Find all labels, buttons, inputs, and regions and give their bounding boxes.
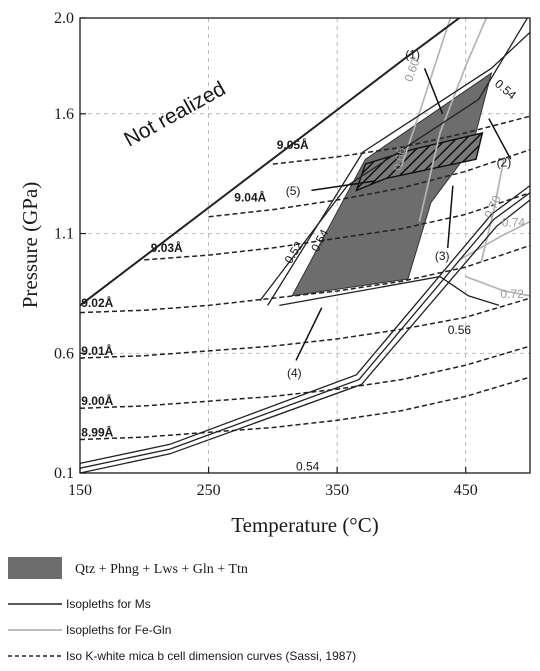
bcell-label: 8.99Å xyxy=(81,424,113,439)
y-axis-title: Pressure (GPa) xyxy=(18,182,42,309)
legend-item-fegln: Isopleths for Fe-Gln xyxy=(66,623,171,637)
x-tick-label: 150 xyxy=(68,482,92,499)
annotation-label: (1) xyxy=(405,48,420,62)
bcell-label: 9.03Å xyxy=(151,240,183,255)
not-realized-label: Not realized xyxy=(120,77,229,151)
axis-ticks: 150 250 350 450 0.1 0.6 1.1 1.6 2.0 xyxy=(54,10,478,499)
hatched-field xyxy=(355,131,484,192)
annotation-arrow xyxy=(295,307,323,361)
annotation-label: (5) xyxy=(286,184,301,198)
ms-isopleth-0 xyxy=(80,185,530,465)
x-axis-title: Temperature (°C) xyxy=(231,513,378,537)
annotation-arrow xyxy=(446,185,454,248)
x-tick-label: 350 xyxy=(325,482,349,499)
y-tick-label: 2.0 xyxy=(54,10,74,27)
bcell-curve-2 xyxy=(144,192,530,261)
fegln-isopleth-4 xyxy=(458,220,530,261)
bcell-label: 9.02Å xyxy=(81,295,113,310)
x-tick-label: 250 xyxy=(197,482,221,499)
legend-fill-swatch xyxy=(8,557,62,579)
legend-item-field: Qtz + Phng + Lws + Gln + Ttn xyxy=(75,562,248,577)
x-tick-label: 450 xyxy=(454,482,478,499)
bcell-label: 9.01Å xyxy=(81,343,113,358)
legend-item-bcell: Iso K-white mica b cell dimension curves… xyxy=(66,649,356,663)
y-tick-label: 0.1 xyxy=(54,465,74,482)
annotation-arrow xyxy=(423,68,444,115)
bcell-label: 9.00Å xyxy=(81,393,113,408)
bcell-label: 9.04Å xyxy=(234,190,266,205)
bcell-curve-0 xyxy=(272,115,530,165)
ms-isopleth-5 xyxy=(279,275,500,307)
fegln-isopleth-0 xyxy=(400,18,452,167)
bcell-label: 9.05Å xyxy=(277,137,309,152)
fegln-isopleth-label: 0.66 xyxy=(391,146,409,172)
fegln-isopleth-3 xyxy=(465,275,530,297)
fegln-isopleth-label: 0.74 xyxy=(502,215,526,229)
annotation-arrow xyxy=(488,118,512,160)
legend: Qtz + Phng + Lws + Gln + Ttn Isopleths f… xyxy=(8,557,356,663)
ms-isopleth-label: 0.54 xyxy=(492,77,519,103)
ms-isopleth-label: 0.52 xyxy=(282,239,306,267)
annotation-arrow xyxy=(311,180,376,192)
plot-frame xyxy=(79,17,531,474)
ms-isopleth-4 xyxy=(259,18,528,301)
y-tick-label: 0.6 xyxy=(54,345,74,362)
fegln-isopleth-label: 0.72 xyxy=(500,287,524,301)
fegln-isopleth-1 xyxy=(418,18,488,222)
ms-isopleth-2 xyxy=(80,199,530,473)
not-realized-boundary xyxy=(80,18,460,307)
annotation-label: (2) xyxy=(497,155,512,169)
legend-item-ms: Isopleths for Ms xyxy=(66,597,151,611)
ms-isopleth-1 xyxy=(80,192,530,469)
plot-area xyxy=(80,18,530,473)
y-tick-label: 1.6 xyxy=(54,106,74,123)
annotation-label: (3) xyxy=(435,249,450,263)
y-tick-label: 1.1 xyxy=(54,226,74,243)
bcell-curve-3 xyxy=(80,244,530,314)
ms-isopleth-label: 0.56 xyxy=(448,323,472,337)
annotation-label: (4) xyxy=(287,366,302,380)
bcell-curve-6 xyxy=(80,376,530,441)
bcell-curve-5 xyxy=(80,345,530,410)
ms-isopleth-label: 0.54 xyxy=(296,460,320,474)
bcell-curve-1 xyxy=(208,148,530,218)
stable-field-fill xyxy=(291,71,493,297)
